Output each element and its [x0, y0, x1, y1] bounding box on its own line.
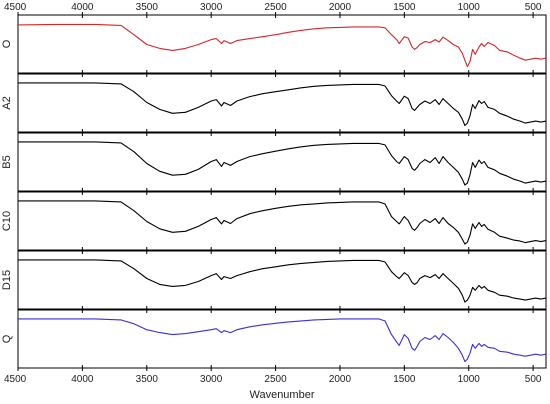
series-label: O: [1, 39, 13, 48]
panel-frame: [17, 73, 547, 133]
panel-D15: D15: [1, 250, 547, 310]
spectrum-line-A2: [18, 82, 547, 127]
series-label: C10: [1, 211, 13, 231]
panel-C10: C10: [1, 191, 547, 251]
bottom-tick-label: 4000: [71, 374, 94, 385]
panel-frame: [17, 14, 547, 74]
top-tick-label: 1000: [458, 2, 481, 13]
panel-frame: [17, 191, 547, 251]
series-label: D15: [1, 270, 13, 290]
bottom-tick-label: 1000: [458, 374, 481, 385]
top-x-axis: 4500 4000 3500 3000 2500 2000 1500 1000 500: [4, 2, 542, 15]
top-tick-label: 4000: [71, 2, 94, 13]
bottom-tick-label: 500: [525, 374, 542, 385]
spectrum-line-B5: [18, 141, 547, 186]
bottom-x-axis: 4500 4000 3500 3000 2500 2000 1500 1000 500: [4, 368, 542, 385]
spectrum-panels: O A2 B5 C10 D15 Q: [1, 14, 547, 369]
series-label: Q: [1, 334, 13, 343]
top-tick-label: 3500: [136, 2, 159, 13]
panel-frame: [17, 309, 547, 369]
panel-B5: B5: [1, 132, 547, 192]
top-tick-label: 3000: [200, 2, 223, 13]
top-tick-label: 1500: [393, 2, 416, 13]
spectrum-line-O: [17, 23, 547, 68]
spectrum-line-Q: [18, 318, 547, 363]
panel-frame: [17, 132, 547, 192]
bottom-tick-label: 4500: [4, 374, 27, 385]
panel-A2: A2: [1, 73, 547, 133]
top-tick-label: 500: [525, 2, 542, 13]
bottom-tick-label: 3000: [200, 374, 223, 385]
bottom-tick-label: 2000: [329, 374, 352, 385]
spectrum-line-C10: [18, 200, 547, 245]
top-tick-label: 2500: [264, 2, 287, 13]
bottom-tick-label: 3500: [136, 374, 159, 385]
panel-frame: [17, 250, 547, 310]
panel-O: O: [1, 14, 547, 74]
series-label: A2: [1, 96, 13, 109]
x-axis-title: Wavenumber: [249, 389, 314, 401]
panel-Q: Q: [1, 309, 547, 369]
top-tick-label: 2000: [329, 2, 352, 13]
spectrum-line-D15: [18, 259, 547, 303]
bottom-tick-label: 1500: [393, 374, 416, 385]
series-label: B5: [1, 155, 13, 168]
bottom-tick-label: 2500: [264, 374, 287, 385]
top-tick-label: 4500: [4, 2, 27, 13]
